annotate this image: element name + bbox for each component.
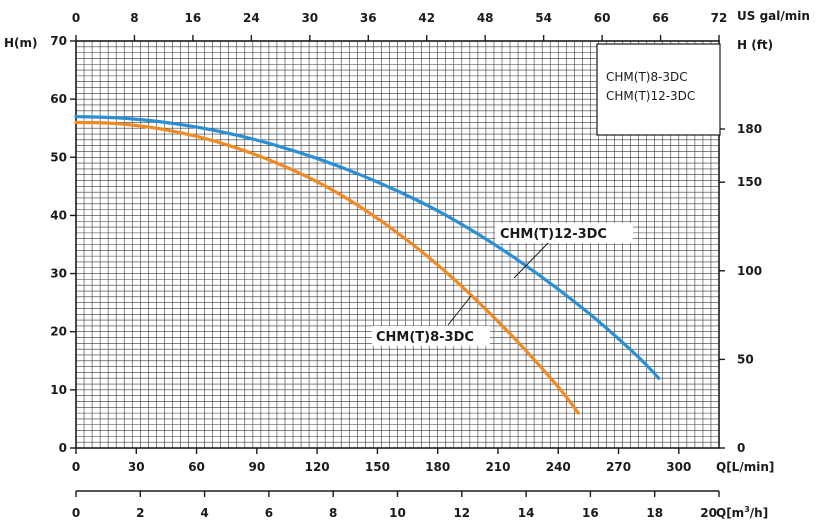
left-tick-label: 50 xyxy=(50,150,67,164)
legend-entry: CHM(T)12-3DC xyxy=(606,89,695,103)
bottom-tick-label: 300 xyxy=(666,460,691,474)
bottom-tick-label: 0 xyxy=(72,460,80,474)
chart-grid xyxy=(76,41,719,448)
left-tick-label: 20 xyxy=(50,325,67,339)
legend: CHM(T)8-3DC CHM(T)12-3DC xyxy=(596,43,721,136)
bottom-tick-label: 90 xyxy=(248,460,265,474)
m3h-tick-label: 14 xyxy=(518,506,535,520)
m3h-tick-label: 18 xyxy=(646,506,663,520)
annotation-8: CHM(T)8-3DC xyxy=(376,330,474,345)
right-axis-ticks: 0 50 100 150 180 xyxy=(719,122,762,455)
bottom2-axis-label: Q[m3/h] xyxy=(716,505,768,520)
left-tick-label: 0 xyxy=(59,441,67,455)
left-tick-label: 60 xyxy=(50,92,67,106)
m3h-tick-label: 16 xyxy=(582,506,599,520)
bottom-axis-label: Q[L/min] xyxy=(716,460,774,474)
right-tick-label: 50 xyxy=(737,352,754,366)
series-line-chm8 xyxy=(74,120,580,415)
top-tick-label: 30 xyxy=(301,11,318,25)
bottom-tick-label: 150 xyxy=(365,460,390,474)
top-tick-label: 0 xyxy=(72,11,80,25)
bottom-tick-label: 60 xyxy=(188,460,205,474)
m3h-tick-label: 20 xyxy=(700,506,717,520)
legend-entry: CHM(T)8-3DC xyxy=(606,70,688,84)
left-axis-label: H(m) xyxy=(4,36,38,50)
top-tick-label: 48 xyxy=(477,11,494,25)
bottom-tick-label: 180 xyxy=(425,460,450,474)
m3h-tick-label: 12 xyxy=(453,506,470,520)
top-tick-label: 42 xyxy=(418,11,435,25)
annotation-12: CHM(T)12-3DC xyxy=(500,227,607,242)
left-tick-label: 30 xyxy=(50,267,67,281)
bottom-tick-label: 30 xyxy=(128,460,145,474)
annotation-leader-8 xyxy=(447,295,472,326)
m3h-tick-label: 0 xyxy=(72,506,80,520)
legend-box xyxy=(596,43,721,136)
top-tick-label: 66 xyxy=(652,11,669,25)
bottom-tick-label: 270 xyxy=(606,460,631,474)
left-axis-ticks: 0 10 20 30 40 50 60 70 xyxy=(50,34,76,455)
m3h-tick-label: 8 xyxy=(329,506,337,520)
plot-frame xyxy=(75,40,720,449)
series-lines xyxy=(74,114,661,415)
bottom-axis-ticks: 0 30 60 90 120 150 180 210 240 270 300 xyxy=(72,448,691,474)
left-tick-label: 40 xyxy=(50,208,67,222)
top-tick-label: 36 xyxy=(360,11,377,25)
annotations: CHM(T)12-3DC CHM(T)8-3DC xyxy=(372,223,633,346)
bottom-tick-label: 240 xyxy=(546,460,571,474)
m3h-axis: 0 2 4 6 8 10 12 14 16 18 20 xyxy=(72,490,720,520)
top-tick-label: 16 xyxy=(185,11,202,25)
top-tick-label: 60 xyxy=(594,11,611,25)
series-line-chm12 xyxy=(74,114,661,380)
right-tick-label: 150 xyxy=(737,175,762,189)
top-tick-label: 24 xyxy=(243,11,260,25)
top-axis-label: US gal/min xyxy=(737,9,810,23)
annotation-bg-12 xyxy=(495,223,633,243)
top-axis-ticks: 0 8 16 24 30 36 42 48 54 60 66 72 xyxy=(72,11,728,41)
annotation-bg-8 xyxy=(372,326,490,346)
right-axis-label: H (ft) xyxy=(737,38,773,52)
left-tick-label: 70 xyxy=(50,34,67,48)
m3h-tick-label: 4 xyxy=(200,506,208,520)
right-tick-label: 100 xyxy=(737,264,762,278)
left-tick-label: 10 xyxy=(50,383,67,397)
m3h-tick-label: 2 xyxy=(136,506,144,520)
top-tick-label: 54 xyxy=(535,11,552,25)
bottom-tick-label: 210 xyxy=(485,460,510,474)
annotation-leader-12 xyxy=(513,237,554,279)
top-tick-label: 8 xyxy=(130,11,138,25)
m3h-tick-label: 10 xyxy=(389,506,406,520)
right-tick-label: 0 xyxy=(737,441,745,455)
bottom-tick-label: 120 xyxy=(305,460,330,474)
m3h-tick-label: 6 xyxy=(265,506,273,520)
right-tick-label: 180 xyxy=(737,122,762,136)
top-tick-label: 72 xyxy=(711,11,728,25)
